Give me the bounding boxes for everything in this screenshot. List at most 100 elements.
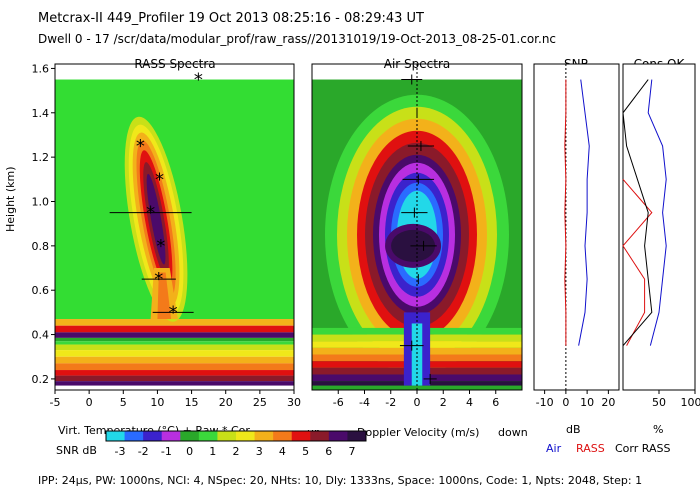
air-x-tick-label: -2 — [385, 396, 396, 409]
snr-x-tick-label: 10 — [580, 396, 594, 409]
rass-x-tick-label: 20 — [219, 396, 233, 409]
rass-point: * — [136, 136, 145, 157]
cons-x-tick-label: 50 — [652, 396, 666, 409]
y-tick-label: 1.4 — [32, 107, 50, 120]
snr-x-tick-label: 0 — [562, 396, 569, 409]
header-subtitle: Dwell 0 - 17 /scr/data/modular_prof/raw_… — [38, 32, 557, 46]
rass-point: * — [154, 269, 163, 290]
snr-series-line — [578, 79, 590, 346]
colorbar-tick-label: 5 — [302, 445, 309, 458]
rass-frame — [54, 63, 295, 391]
cons-series-line — [622, 79, 653, 346]
cons-panel — [622, 63, 696, 394]
y-tick-label: 0.8 — [32, 240, 50, 253]
rass-x-tick-label: 15 — [185, 396, 199, 409]
colorbar-swatch — [180, 431, 200, 441]
colorbar-tick-label: -3 — [115, 445, 126, 458]
rass-plume-contour — [146, 173, 166, 265]
colorbar-swatch — [106, 431, 126, 441]
rass-band — [55, 350, 294, 357]
rass-band — [55, 375, 294, 382]
air-xlabel: Doppler Velocity (m/s) — [357, 426, 480, 439]
colorbar-frame — [105, 430, 367, 442]
rass-x-tick-label: -5 — [50, 396, 61, 409]
colorbar-tick-label: -1 — [161, 445, 172, 458]
rass-point: * — [146, 203, 155, 224]
y-tick-label: 1.6 — [32, 62, 50, 75]
colorbar — [105, 430, 367, 442]
cons-series-line — [647, 79, 667, 346]
rass-band — [55, 381, 294, 386]
rass-x-tick-label: 30 — [287, 396, 301, 409]
rass-spectra-panel — [51, 63, 295, 394]
rass-point: * — [155, 169, 164, 190]
snr-xlabel: dB — [566, 423, 581, 436]
cons-x-tick-label: 100 — [681, 396, 700, 409]
snr-panel — [533, 63, 620, 394]
colorbar-tick-label: 4 — [279, 445, 286, 458]
legend-air: Air — [546, 442, 562, 455]
snr-x-tick-label: -10 — [536, 396, 554, 409]
rass-band — [55, 344, 294, 351]
rass-x-tick-label: 0 — [86, 396, 93, 409]
cons-series-line — [622, 178, 653, 346]
rass-point: * — [194, 70, 203, 91]
colorbar-tick-label: 0 — [186, 445, 193, 458]
colorbar-label: SNR dB — [56, 444, 97, 457]
snr-series-line — [564, 79, 567, 346]
snr-x-tick-label: 20 — [601, 396, 615, 409]
colorbar-tick-label: -2 — [138, 445, 149, 458]
y-tick-label: 1.0 — [32, 195, 50, 208]
snr-frame — [533, 63, 620, 391]
colorbar-swatch — [236, 431, 256, 441]
rass-band — [55, 332, 294, 338]
rass-point: * — [169, 302, 178, 323]
colorbar-swatch — [328, 431, 348, 441]
air-x-tick-label: 6 — [492, 396, 499, 409]
y-tick-label: 0.2 — [32, 373, 50, 386]
cons-xlabel: % — [653, 423, 664, 436]
colorbar-tick-label: 2 — [233, 445, 240, 458]
y-tick-label: 0.4 — [32, 329, 50, 342]
colorbar-tick-label: 3 — [256, 445, 263, 458]
air-spectra-panel — [311, 63, 523, 394]
rass-band — [55, 325, 294, 333]
colorbar-tick-label: 1 — [209, 445, 216, 458]
legend-rass: RASS — [576, 442, 605, 455]
air-xlabel-down: down — [498, 426, 528, 439]
colorbar-tick-label: 6 — [325, 445, 332, 458]
rass-band — [55, 370, 294, 376]
rass-band — [55, 341, 294, 345]
footer-params: IPP: 24µs, PW: 1000ns, NCI: 4, NSpec: 20… — [38, 474, 643, 487]
y-tick-label: 1.2 — [32, 151, 50, 164]
header-title: Metcrax-II 449_Profiler 19 Oct 2013 08:2… — [38, 11, 424, 26]
colorbar-swatch — [254, 431, 274, 441]
y-tick-label: 0.6 — [32, 284, 50, 297]
colorbar-swatch — [143, 431, 163, 441]
colorbar-swatch — [217, 431, 237, 441]
colorbar-swatch — [273, 431, 293, 441]
rass-x-tick-label: 10 — [150, 396, 164, 409]
rass-tail-core — [157, 272, 172, 320]
air-center-core — [411, 323, 423, 386]
rass-band — [55, 337, 294, 342]
cons-frame — [622, 63, 696, 391]
colorbar-swatch — [347, 431, 367, 441]
air-x-tick-label: 0 — [414, 396, 421, 409]
rass-x-tick-label: 5 — [120, 396, 127, 409]
rass-x-tick-label: 25 — [253, 396, 267, 409]
rass-band — [55, 363, 294, 371]
colorbar-swatch — [198, 431, 218, 441]
legend-corr-rass: Corr RASS — [615, 442, 671, 455]
colorbar-swatch — [124, 431, 144, 441]
rass-band — [55, 356, 294, 364]
air-x-tick-label: 2 — [440, 396, 447, 409]
rass-point: * — [156, 236, 165, 257]
colorbar-swatch — [291, 431, 311, 441]
colorbar-swatch — [161, 431, 181, 441]
air-x-tick-label: -4 — [359, 396, 370, 409]
colorbar-tick-label: 7 — [349, 445, 356, 458]
air-x-tick-label: 4 — [466, 396, 473, 409]
rass-band — [55, 319, 294, 326]
